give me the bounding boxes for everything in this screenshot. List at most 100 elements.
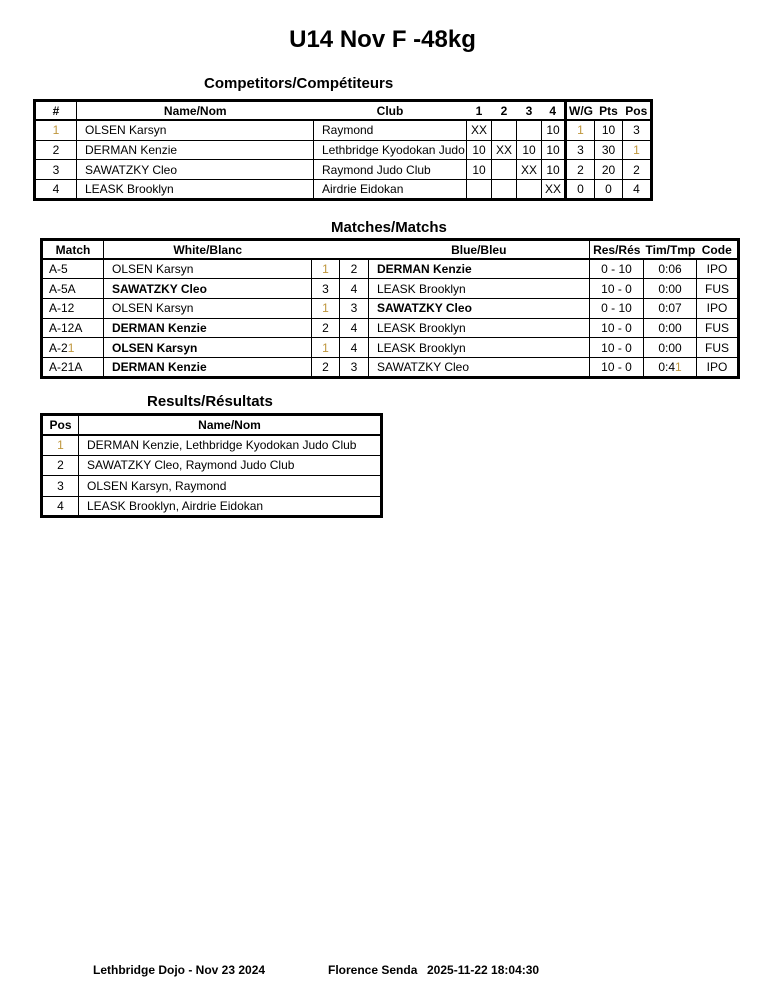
result-row: 1 DERMAN Kenzie, Lethbridge Kyodokan Jud… [41,434,382,456]
match-number: A-5 [41,258,104,280]
win-code: IPO [696,258,739,280]
grid-score-4: 10 [541,139,566,161]
white-competitor-number: 2 [311,317,340,339]
white-competitor-number: 2 [311,357,340,378]
blue-name: SAWATZKY Cleo [368,298,590,319]
match-time: 0:06 [643,258,697,280]
competitor-club: Airdrie Eidokan [313,179,467,200]
match-row: A-12 OLSEN Karsyn 1 3 SAWATZKY Cleo 0 - … [41,298,739,319]
competitor-name: LEASK Brooklyn [76,179,314,200]
competitor-row: 3 SAWATZKY Cleo Raymond Judo Club 10 XX … [34,159,652,181]
match-time: 0:41 [643,357,697,378]
grid-score-1: 10 [466,159,492,181]
col-header-wins: W/G [564,100,595,122]
match-number: A-12A [41,317,104,339]
results-section-title: Results/Résultats [147,393,273,410]
matches-table: Match White/Blanc Blue/Bleu Res/Rés Tim/… [40,238,740,379]
col-header-opponent-1: 1 [466,100,492,122]
grid-score-1 [466,179,492,200]
wins-cell: 2 [564,159,595,181]
col-header-position: Pos [41,414,79,436]
col-header-code: Code [696,239,739,261]
grid-score-4: 10 [541,119,566,141]
win-code: IPO [696,357,739,378]
blue-name: DERMAN Kenzie [368,258,590,280]
match-row: A-21A DERMAN Kenzie 2 3 SAWATZKY Cleo 10… [41,357,739,378]
result-name-club: SAWATZKY Cleo, Raymond Judo Club [78,454,382,477]
points-cell: 0 [594,179,623,200]
result-position: 4 [41,495,79,517]
page-title: U14 Nov F -48kg [289,26,476,53]
white-name: OLSEN Karsyn [103,337,312,359]
result-score: 10 - 0 [589,337,644,359]
grid-score-4: XX [541,179,566,200]
result-position: 3 [41,475,79,497]
grid-score-1: 10 [466,139,492,161]
position-cell: 3 [622,119,652,141]
result-row: 2 SAWATZKY Cleo, Raymond Judo Club [41,454,382,477]
grid-score-1: XX [466,119,492,141]
result-position: 1 [41,434,79,456]
position-cell: 4 [622,179,652,200]
col-header-result: Res/Rés [589,239,644,261]
win-code: IPO [696,298,739,319]
col-header-time: Tim/Tmp [643,239,697,261]
blue-competitor-number: 3 [339,357,369,378]
grid-score-2 [491,179,517,200]
result-row: 4 LEASK Brooklyn, Airdrie Eidokan [41,495,382,517]
competitor-club: Raymond Judo Club [313,159,467,181]
grid-score-3 [516,119,542,141]
competitor-row: 1 OLSEN Karsyn Raymond XX 10 1 10 3 [34,119,652,141]
white-name: DERMAN Kenzie [103,317,312,339]
col-header-blue: Blue/Bleu [368,239,590,261]
col-header-white-num [311,239,340,261]
points-cell: 10 [594,119,623,141]
competitor-number: 4 [34,179,77,200]
match-row: A-5A SAWATZKY Cleo 3 4 LEASK Brooklyn 10… [41,278,739,300]
match-number: A-5A [41,278,104,300]
blue-name: LEASK Brooklyn [368,278,590,300]
white-competitor-number: 1 [311,298,340,319]
white-name: OLSEN Karsyn [103,258,312,280]
competitor-number: 1 [34,119,77,141]
competitors-header-row: # Name/Nom Club 1 2 3 4 W/G Pts Pos [34,100,652,122]
competitor-number: 3 [34,159,77,181]
grid-score-3: XX [516,159,542,181]
match-number: A-21A [41,357,104,378]
match-number: A-12 [41,298,104,319]
white-competitor-number: 3 [311,278,340,300]
competitor-row: 4 LEASK Brooklyn Airdrie Eidokan XX 0 0 … [34,179,652,200]
win-code: FUS [696,278,739,300]
grid-score-4: 10 [541,159,566,181]
results-table: Pos Name/Nom 1 DERMAN Kenzie, Lethbridge… [40,413,383,518]
blue-name: LEASK Brooklyn [368,317,590,339]
grid-score-2: XX [491,139,517,161]
competitors-section-title: Competitors/Compétiteurs [204,75,394,92]
col-header-number: # [34,100,77,122]
col-header-opponent-4: 4 [541,100,566,122]
result-score: 0 - 10 [589,258,644,280]
wins-cell: 0 [564,179,595,200]
result-score: 10 - 0 [589,317,644,339]
blue-competitor-number: 3 [339,298,369,319]
blue-competitor-number: 2 [339,258,369,280]
blue-competitor-number: 4 [339,317,369,339]
match-number: A-21 [41,337,104,359]
competitor-club: Lethbridge Kyodokan Judo [313,139,467,161]
result-score: 10 - 0 [589,357,644,378]
blue-name: SAWATZKY Cleo [368,357,590,378]
match-time: 0:00 [643,278,697,300]
match-time: 0:00 [643,317,697,339]
wins-cell: 3 [564,139,595,161]
grid-score-2 [491,159,517,181]
match-row: A-5 OLSEN Karsyn 1 2 DERMAN Kenzie 0 - 1… [41,258,739,280]
grid-score-3: 10 [516,139,542,161]
match-row: A-12A DERMAN Kenzie 2 4 LEASK Brooklyn 1… [41,317,739,339]
result-name-club: DERMAN Kenzie, Lethbridge Kyodokan Judo … [78,434,382,456]
result-score: 0 - 10 [589,298,644,319]
footer-official-name: Florence Senda [328,963,418,977]
points-cell: 30 [594,139,623,161]
competitors-table: # Name/Nom Club 1 2 3 4 W/G Pts Pos 1 OL… [33,99,653,201]
win-code: FUS [696,317,739,339]
result-position: 2 [41,454,79,477]
